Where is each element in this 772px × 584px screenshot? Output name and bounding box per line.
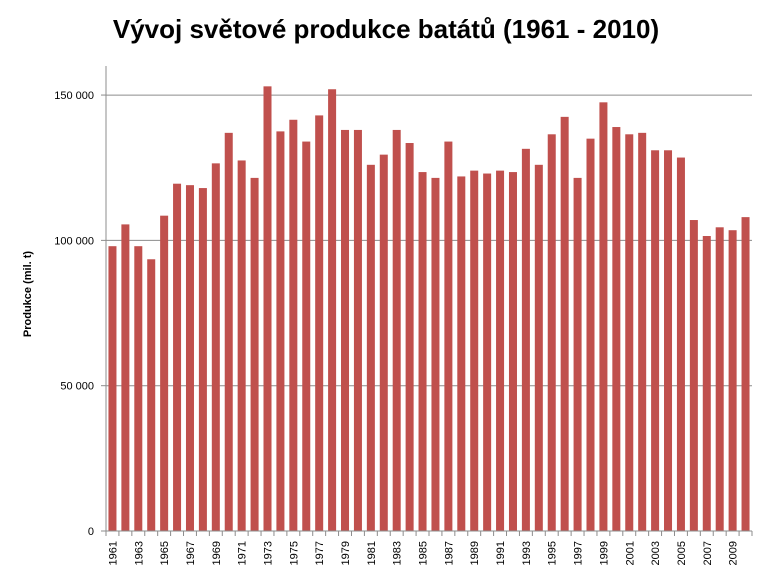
- y-tick-label: 100 000: [54, 235, 94, 247]
- axes: [105, 66, 753, 536]
- bar-1963: [134, 246, 143, 531]
- bar-1998: [586, 138, 595, 531]
- bar-1997: [573, 177, 582, 531]
- bar-1972: [250, 177, 259, 531]
- y-tick-label: 50 000: [60, 381, 94, 393]
- bar-1985: [418, 172, 427, 531]
- bar-2010: [741, 217, 750, 531]
- bar-1965: [160, 215, 169, 531]
- y-tick-labels: 0 50 000 100 000 150 000: [54, 90, 94, 538]
- x-tick-label: 2009: [728, 541, 740, 565]
- chart-title: Vývoj světové produkce batátů (1961 - 20…: [112, 14, 660, 44]
- x-tick-label: 1981: [366, 541, 378, 565]
- x-tick-label: 1989: [469, 541, 481, 565]
- x-tick-label: 1971: [237, 541, 249, 565]
- x-tick-label: 1987: [443, 541, 455, 565]
- bar-1968: [198, 188, 207, 531]
- x-tick-label: 1965: [159, 541, 171, 565]
- bar-1981: [366, 164, 375, 531]
- x-tick-label: 2003: [650, 541, 662, 565]
- x-tick-label: 1993: [521, 541, 533, 565]
- bar-1976: [302, 141, 311, 531]
- x-tick-label: 1973: [263, 541, 275, 565]
- bar-1977: [315, 115, 324, 531]
- x-tick-label: 1967: [185, 541, 197, 565]
- bar-1994: [534, 164, 543, 531]
- bar-1980: [353, 129, 362, 531]
- x-tick-label: 2005: [676, 541, 688, 565]
- x-tick-label: 1995: [547, 541, 559, 565]
- bar-1979: [341, 129, 350, 531]
- y-tick-label: 150 000: [54, 90, 94, 102]
- x-tick-labels: 1961 1963 1965 1967 1969 1971 1973 1975 1977 1979…: [107, 541, 739, 565]
- y-tick-label: 0: [88, 526, 94, 538]
- x-tick-label: 1985: [418, 541, 430, 565]
- x-tick-label: 1975: [288, 541, 300, 565]
- bar-1982: [379, 154, 388, 531]
- x-tick-label: 1997: [573, 541, 585, 565]
- bar-1995: [547, 134, 556, 531]
- bar-1967: [185, 185, 194, 531]
- bar-1970: [224, 132, 233, 531]
- bar-1973: [263, 86, 272, 531]
- bar-1962: [121, 224, 130, 531]
- x-tick-label: 1963: [133, 541, 145, 565]
- bar-1996: [560, 116, 569, 531]
- x-tick-label: 2007: [702, 541, 714, 565]
- bar-1966: [173, 183, 182, 531]
- bar-1987: [444, 141, 453, 531]
- x-tick-label: 1969: [211, 541, 223, 565]
- bar-1999: [599, 102, 608, 531]
- bar-1971: [237, 160, 246, 531]
- bar-1975: [289, 119, 298, 531]
- bar-1961: [108, 246, 117, 531]
- bar-1991: [496, 170, 505, 531]
- bar-2000: [612, 127, 621, 531]
- bar-2009: [728, 230, 737, 531]
- bar-1988: [457, 176, 466, 531]
- bar-1984: [405, 143, 414, 531]
- x-tick-label: 1999: [598, 541, 610, 565]
- bar-1974: [276, 131, 285, 531]
- bar-1992: [508, 172, 517, 531]
- bar-1964: [147, 259, 156, 531]
- bar-2003: [651, 150, 660, 531]
- bar-1990: [483, 173, 492, 531]
- x-tick-label: 1977: [314, 541, 326, 565]
- bar-1978: [328, 89, 337, 531]
- bar-2002: [638, 132, 647, 531]
- bar-1983: [392, 129, 401, 531]
- bar-2004: [664, 150, 673, 531]
- bar-1989: [470, 170, 479, 531]
- bar-1969: [211, 163, 220, 531]
- bar-2006: [689, 220, 698, 531]
- x-tick-label: 1991: [495, 541, 507, 565]
- x-tick-label: 2001: [624, 541, 636, 565]
- y-axis-label: Produkce (mil. t): [22, 251, 34, 338]
- bar-2005: [676, 157, 685, 531]
- x-tick-label: 1979: [340, 541, 352, 565]
- bar-1993: [521, 148, 530, 531]
- bar-2008: [715, 227, 724, 531]
- x-tick-label: 1961: [107, 541, 119, 565]
- bar-2001: [625, 134, 634, 531]
- x-tick-label: 1983: [392, 541, 404, 565]
- bar-2007: [702, 236, 711, 531]
- bar-1986: [431, 177, 440, 531]
- bars: [108, 86, 750, 531]
